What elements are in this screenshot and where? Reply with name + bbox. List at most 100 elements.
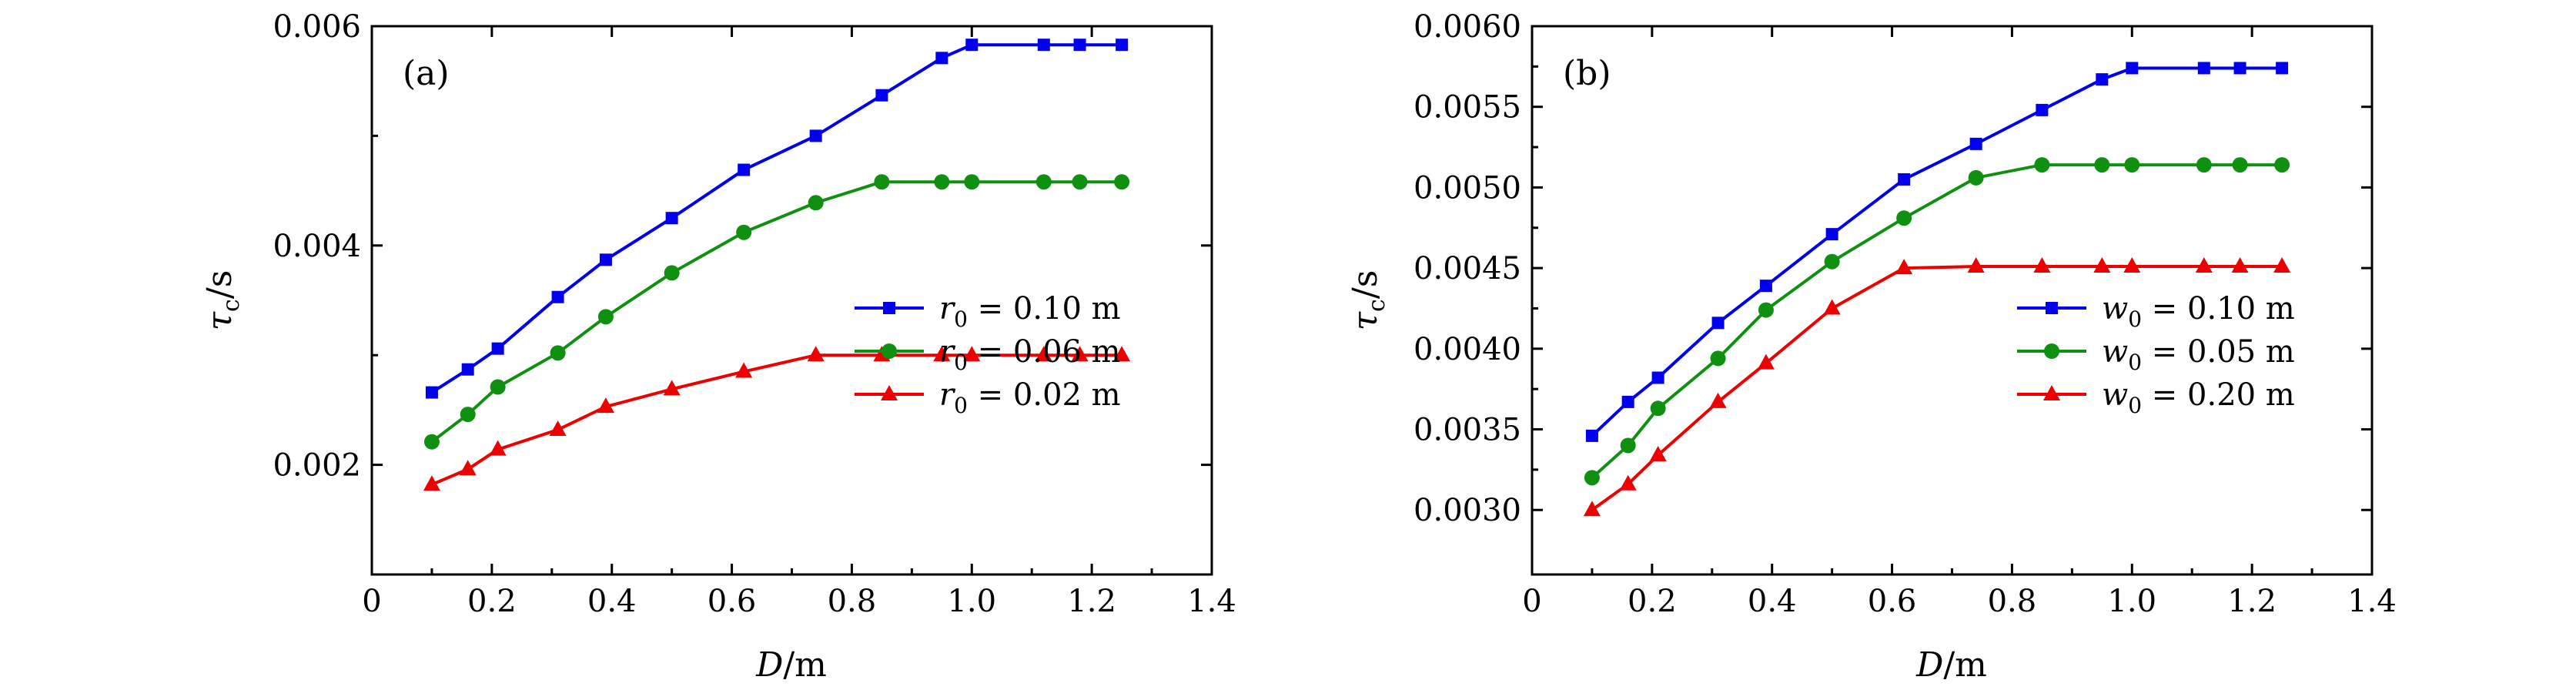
data-point [1758, 302, 1774, 318]
data-point [1757, 353, 1775, 370]
x-tick-label: 0 [1522, 584, 1541, 619]
data-point [2197, 62, 2210, 75]
legend-marker [882, 343, 897, 359]
y-axis-title-a: τc/s [200, 270, 245, 331]
y-tick-label: 0.0040 [1413, 332, 1521, 367]
data-point [1584, 470, 1600, 486]
data-point [1113, 346, 1131, 362]
data-point [664, 265, 680, 281]
x-tick-label: 1.4 [1187, 584, 1236, 619]
data-point [964, 174, 980, 190]
x-tick-label: 0.4 [1748, 584, 1797, 619]
data-point [2126, 62, 2139, 75]
data-point [1073, 39, 1086, 52]
data-point [490, 379, 506, 395]
x-tick-label: 1.2 [2227, 584, 2277, 619]
data-point [2231, 257, 2249, 273]
x-tick-label: 1.0 [947, 584, 996, 619]
legend-label: r0 = 0.02 m [939, 377, 1121, 418]
data-point [491, 342, 504, 355]
data-point [425, 386, 438, 399]
y-tick-label: 0.0060 [1413, 9, 1521, 45]
series-layer-b [1583, 62, 2291, 517]
data-point [1968, 169, 1984, 186]
legend-marker [2046, 302, 2058, 314]
legend-item: r0 = 0.10 m [855, 291, 1121, 332]
x-axis-title-b: D/m [1915, 645, 1987, 685]
data-point [551, 290, 564, 303]
legend-item: r0 = 0.02 m [855, 377, 1121, 418]
y-ticks-b: 0.0030 0.0035 0.0040 0.0045 0.0050 0.0055 0.00… [1413, 9, 2372, 528]
series-line [430, 43, 1122, 394]
data-point [1071, 346, 1089, 362]
data-point [597, 397, 614, 414]
legend-label: r0 = 0.06 m [939, 334, 1121, 375]
data-point [933, 346, 951, 362]
data-point [1824, 253, 1840, 270]
y-axis-title-b: τc/s [1346, 270, 1390, 331]
data-point [2196, 157, 2212, 173]
data-point [1649, 446, 1667, 462]
data-point [2124, 157, 2140, 173]
x-tick-label: 0.2 [1628, 584, 1677, 619]
data-point [965, 39, 979, 52]
y-tick-label: 0.006 [273, 9, 361, 45]
data-point [2273, 257, 2291, 273]
y-ticks-a: 0.002 0.004 0.006 [273, 9, 1212, 484]
data-point [2036, 103, 2049, 116]
data-point [1650, 400, 1666, 417]
data-point [461, 363, 474, 376]
series-w-2 [1583, 257, 2291, 517]
data-point [738, 163, 751, 176]
x-tick-label: 0.6 [1868, 584, 1917, 619]
data-point [665, 212, 678, 225]
data-point [735, 362, 753, 378]
data-point [807, 346, 825, 362]
data-point [2096, 73, 2109, 86]
data-point [1116, 39, 1129, 52]
y-tick-label: 0.0055 [1413, 90, 1521, 126]
series-line [431, 353, 1122, 487]
data-point [1114, 174, 1130, 190]
x-tick-label: 1.2 [1067, 584, 1116, 619]
x-tick-label: 1.4 [2347, 584, 2397, 619]
data-point [1072, 174, 1088, 190]
panel-a: 0 0.2 0.4 0.6 0.8 1.0 1.2 1.4 0.002 0.004 0.006 (… [200, 9, 1236, 685]
x-ticks-a: 0 0.2 0.4 0.6 0.8 1.0 1.2 1.4 [362, 26, 1236, 619]
data-point [1759, 280, 1772, 293]
x-ticks-b: 0 0.2 0.4 0.6 0.8 1.0 1.2 1.4 [1522, 26, 2397, 619]
data-point [2093, 257, 2111, 273]
x-tick-label: 1.0 [2107, 584, 2156, 619]
panel-b: 0 0.2 0.4 0.6 0.8 1.0 1.2 1.4 0.0030 0.0035 0.004… [1346, 9, 2397, 685]
series-w-1 [1584, 157, 2290, 486]
data-point [423, 434, 440, 450]
legend-marker [881, 385, 898, 400]
x-axis-title-a: D/m [755, 645, 827, 685]
data-point [2033, 257, 2051, 273]
series-w-0 [1585, 62, 2289, 442]
legend-item: w0 = 0.10 m [2017, 291, 2295, 332]
legend-b: w0 = 0.10 mw0 = 0.05 mw0 = 0.20 m [2017, 291, 2295, 418]
data-point [597, 309, 614, 325]
series-line [430, 180, 1122, 444]
x-tick-label: 0.8 [828, 584, 877, 619]
data-point [1967, 257, 1985, 273]
data-point [2274, 157, 2290, 173]
series-line [1591, 265, 2283, 511]
data-point [1035, 174, 1052, 190]
data-point [809, 129, 822, 142]
y-tick-label: 0.0030 [1413, 493, 1521, 528]
data-point [1895, 259, 1913, 275]
y-tick-label: 0.0045 [1413, 251, 1521, 286]
legend-item: r0 = 0.06 m [855, 334, 1121, 375]
data-point [460, 407, 476, 423]
data-point [1583, 501, 1601, 517]
panel-label-a: (a) [403, 54, 450, 93]
data-point [1620, 437, 1636, 454]
series-layer-a [423, 39, 1131, 491]
legend-marker [2044, 343, 2059, 359]
data-point [2123, 257, 2141, 273]
data-point [2276, 62, 2289, 75]
data-point [808, 195, 824, 211]
